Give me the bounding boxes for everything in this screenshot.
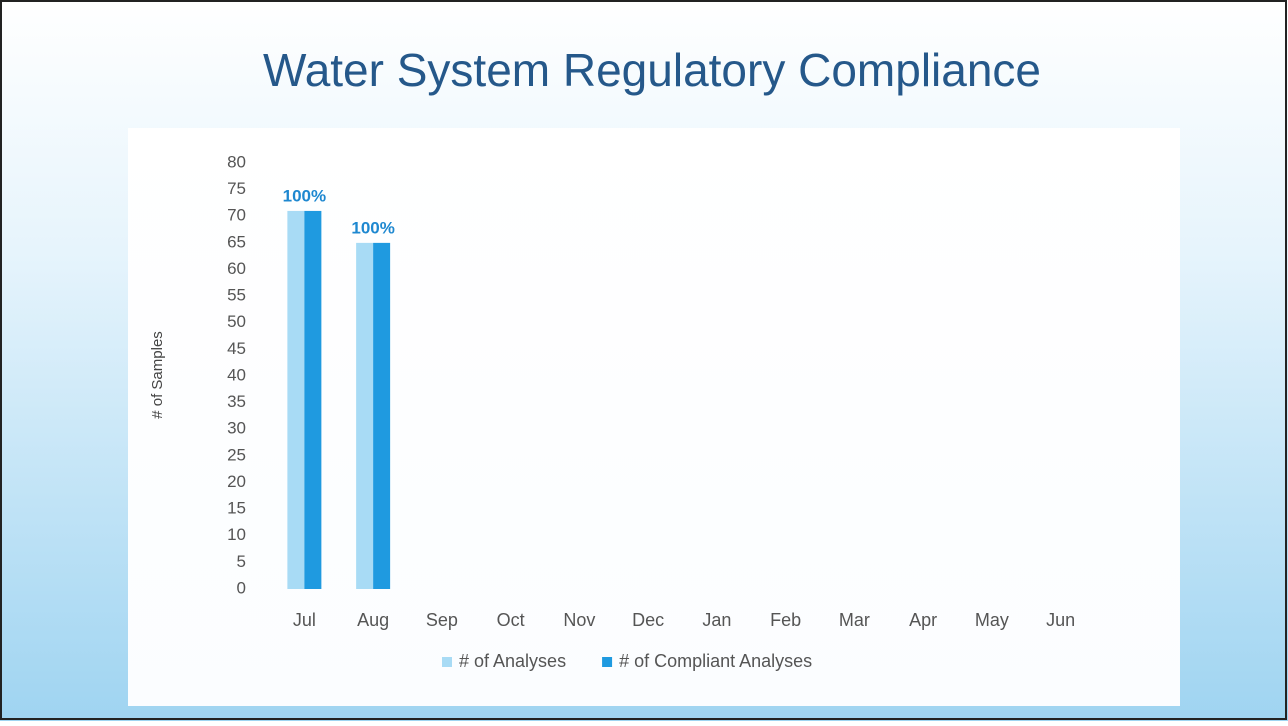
legend-swatch (602, 657, 613, 667)
y-tick-label: 10 (227, 525, 246, 544)
x-tick-label: Mar (839, 610, 870, 630)
bar (356, 242, 374, 589)
x-tick-label: Feb (770, 610, 801, 630)
bar (304, 210, 322, 590)
x-tick-label: Oct (497, 610, 525, 630)
legend-label: # of Analyses (459, 651, 566, 671)
y-tick-label: 70 (227, 206, 246, 225)
bar (287, 210, 305, 590)
y-tick-label: 60 (227, 259, 246, 278)
y-axis-label: # of Samples (149, 331, 166, 419)
y-tick-label: 25 (227, 445, 246, 464)
y-tick-label: 35 (227, 392, 246, 411)
y-tick-label: 45 (227, 339, 246, 358)
y-tick-label: 20 (227, 472, 246, 491)
x-tick-label: Jun (1046, 610, 1075, 630)
data-label: 100% (283, 186, 326, 205)
chart-title: Water System Regulatory Compliance (263, 44, 1041, 96)
y-tick-label: 30 (227, 419, 246, 438)
y-tick-label: 40 (227, 365, 246, 384)
y-tick-label: 80 (227, 152, 246, 171)
x-tick-label: Apr (909, 610, 937, 630)
data-label: 100% (351, 218, 394, 237)
y-tick-label: 50 (227, 312, 246, 331)
y-tick-label: 55 (227, 286, 246, 305)
y-tick-label: 75 (227, 179, 246, 198)
y-tick-label: 0 (237, 578, 246, 597)
y-tick-label: 15 (227, 499, 246, 518)
legend-label: # of Compliant Analyses (619, 651, 812, 671)
x-tick-label: Sep (426, 610, 458, 630)
x-tick-label: Nov (563, 610, 595, 630)
x-tick-label: Jan (702, 610, 731, 630)
y-tick-label: 65 (227, 232, 246, 251)
x-tick-label: May (975, 610, 1009, 630)
x-tick-label: Aug (357, 610, 389, 630)
legend-swatch (442, 657, 452, 667)
x-tick-label: Jul (293, 610, 316, 630)
x-tick-label: Dec (632, 610, 664, 630)
bar (373, 242, 391, 589)
y-tick-label: 5 (237, 552, 246, 571)
